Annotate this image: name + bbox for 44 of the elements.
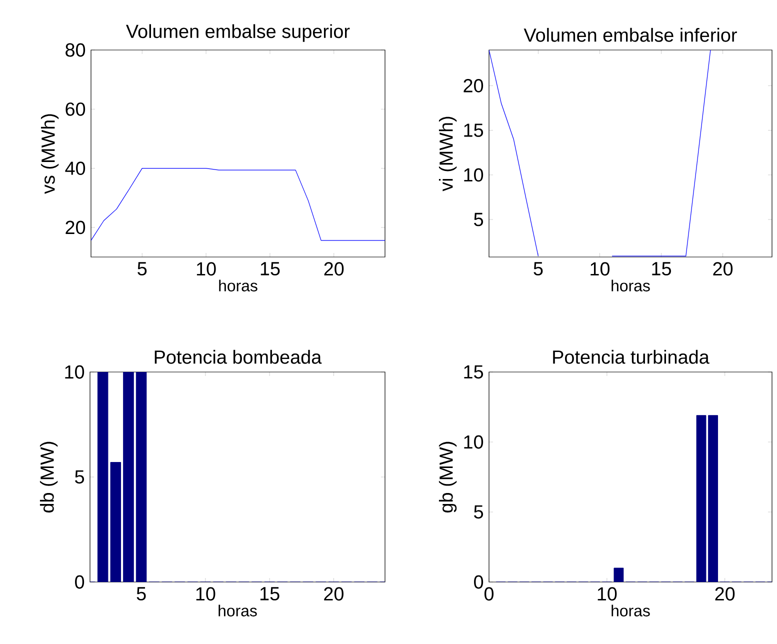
y-tick-label: 15 (464, 365, 484, 379)
y-tick-label: 0 (75, 575, 84, 589)
y-tick-label: 10 (65, 365, 84, 379)
x-tick-label: 15 (260, 262, 280, 276)
x-tick-label: 0 (484, 587, 494, 601)
y-axis-title: vi (MWh) (438, 116, 457, 192)
x-tick-label: 5 (136, 587, 146, 600)
x-axis-title: horas (218, 604, 257, 616)
y-axis-title: gb (MW) (438, 442, 457, 512)
x-tick-label: 20 (713, 262, 733, 276)
x-tick-label: 5 (534, 262, 543, 276)
y-tick-label: 40 (65, 162, 86, 175)
y-tick-label: 5 (75, 470, 84, 484)
y-tick-label: 5 (474, 505, 484, 519)
y-tick-label: 20 (464, 78, 484, 92)
x-tick-label: 15 (652, 262, 671, 276)
chart-title: Volumen embalse superior (126, 24, 350, 42)
x-tick-label: 20 (324, 262, 344, 276)
y-tick-label: 5 (474, 212, 484, 226)
x-tick-label: 10 (590, 262, 610, 276)
x-tick-label: 10 (196, 587, 216, 601)
y-tick-label: 0 (474, 575, 484, 589)
y-axis-title: vs (MWh) (40, 114, 59, 194)
chart-title: Potencia bombeada (154, 350, 322, 364)
y-tick-label: 60 (66, 102, 86, 116)
x-tick-label: 15 (260, 587, 280, 600)
x-tick-label: 20 (324, 587, 344, 601)
x-tick-label: 10 (196, 262, 216, 276)
x-axis-title: horas (612, 604, 650, 616)
y-axis-title: db (MW) (40, 442, 58, 512)
y-tick-label: 80 (66, 43, 86, 57)
y-tick-label: 15 (464, 124, 484, 137)
x-tick-label: 10 (598, 587, 617, 601)
bar (123, 372, 134, 582)
y-tick-label: 10 (464, 435, 484, 449)
y-tick-label: 10 (464, 168, 484, 182)
x-tick-label: 20 (715, 587, 735, 601)
x-axis-title: horas (219, 280, 258, 292)
bar (136, 372, 147, 582)
chart-title: Volumen embalse inferior (524, 28, 737, 42)
x-axis-title: horas (612, 280, 650, 292)
chart-title: Potencia turbinada (553, 350, 710, 364)
x-tick-label: 5 (138, 262, 147, 276)
y-tick-label: 20 (66, 220, 86, 234)
